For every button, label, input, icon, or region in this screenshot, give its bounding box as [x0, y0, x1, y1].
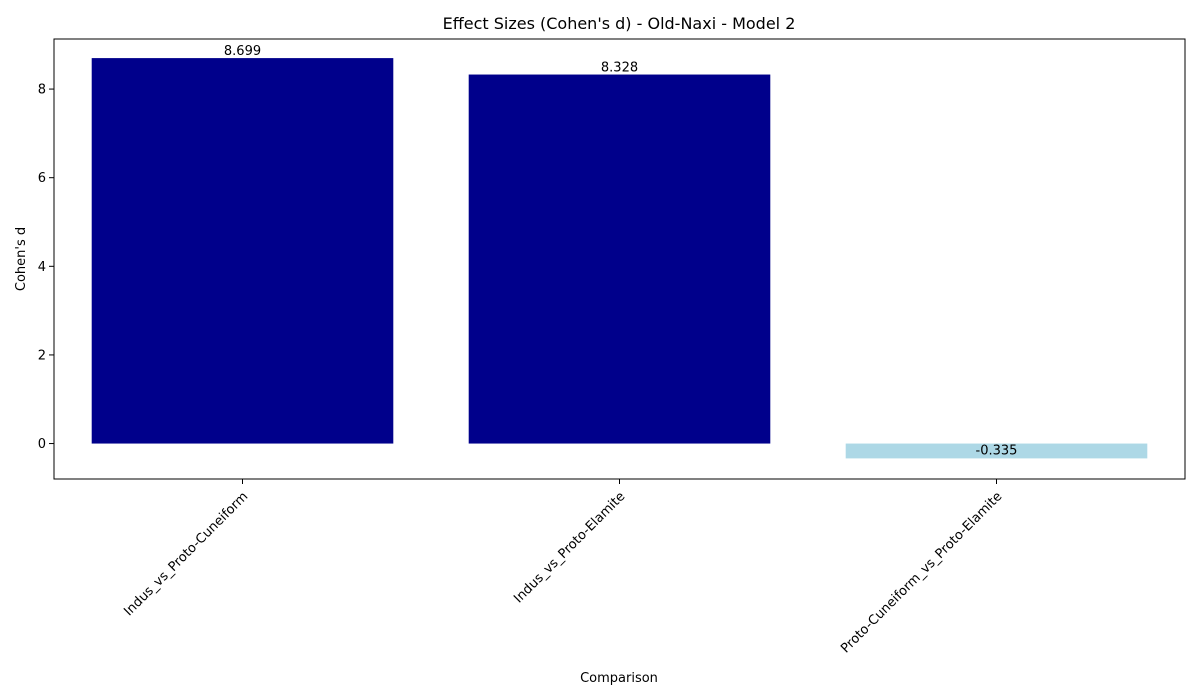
- data-label-3: -0.335: [976, 444, 1018, 459]
- y-tick-label: 0: [38, 437, 46, 452]
- x-tick-label: Indus_vs_Proto-Cuneiform: [121, 489, 251, 619]
- y-tick-label: 4: [38, 260, 46, 275]
- y-tick-label: 8: [38, 83, 46, 98]
- bar-3: [845, 443, 1148, 459]
- x-tick-label: Proto-Cuneiform_vs_Proto-Elamite: [838, 489, 1005, 656]
- x-axis-label: Comparison: [580, 671, 658, 686]
- data-label-1: 8.699: [224, 44, 261, 59]
- y-tick-label: 2: [38, 348, 46, 363]
- bar-2: [468, 74, 771, 444]
- x-axis: Indus_vs_Proto-Cuneiform Indus_vs_Proto-E…: [121, 479, 1005, 656]
- y-axis: 0 2 4 6 8: [38, 83, 54, 452]
- plot-area: 8.699 8.328 -0.335: [91, 44, 1148, 459]
- x-tick-label: Indus_vs_Proto-Elamite: [511, 489, 628, 606]
- data-label-2: 8.328: [601, 61, 638, 76]
- chart-title: Effect Sizes (Cohen's d) - Old-Naxi - Mo…: [443, 14, 796, 33]
- bar-1: [91, 58, 394, 444]
- y-tick-label: 6: [38, 171, 46, 186]
- y-axis-label: Cohen's d: [14, 227, 29, 291]
